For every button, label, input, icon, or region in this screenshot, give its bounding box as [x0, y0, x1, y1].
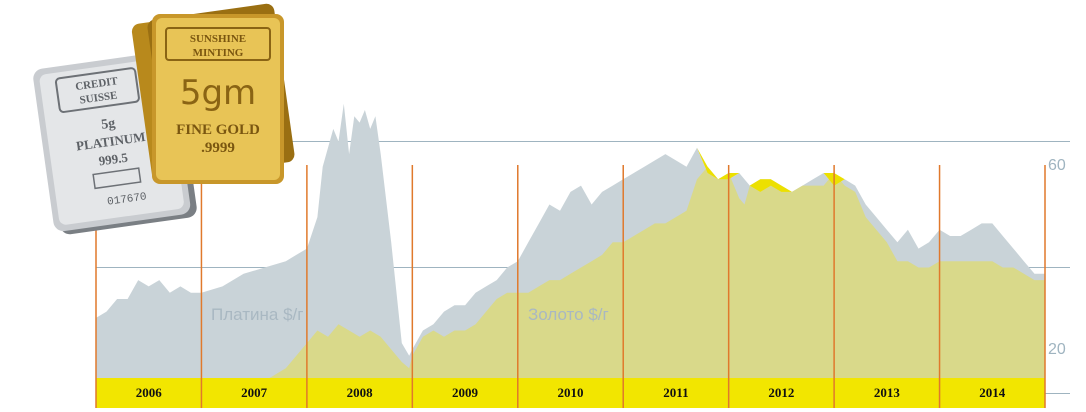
- year-label: 2006: [136, 385, 163, 400]
- platinum-brand-line1: CREDIT: [75, 75, 120, 93]
- year-dividers: [95, 165, 1046, 408]
- gold-fineness: .9999: [201, 140, 235, 156]
- year-label: 2010: [558, 385, 584, 400]
- year-band: [96, 378, 1045, 408]
- year-axis-bar: 2006 2007 2008 2009 2010 2011 2012 2013 2014: [96, 378, 1045, 408]
- y-tick-label: 20: [1048, 341, 1066, 358]
- year-label: 2008: [347, 385, 374, 400]
- platinum-weight: 5g: [100, 116, 116, 133]
- platinum-fineness: 999.5: [98, 150, 130, 169]
- gold-brand-line2: MINTING: [193, 47, 244, 59]
- series-label-platinum: Платина $/г: [211, 305, 303, 324]
- y-tick-label: 60: [1048, 157, 1066, 174]
- platinum-serial: 017670: [107, 191, 148, 208]
- platinum-brand-line2: SUISSE: [79, 89, 118, 106]
- year-label: 2014: [979, 385, 1006, 400]
- year-label: 2009: [452, 385, 479, 400]
- gold-weight: 5gm: [180, 73, 256, 113]
- series-areas: [96, 103, 1045, 400]
- gold-metal: FINE GOLD: [176, 122, 260, 138]
- series-label-gold: Золото $/г: [528, 305, 609, 324]
- gold-bar-front: SUNSHINE MINTING 5gm FINE GOLD .9999: [152, 14, 284, 184]
- gold-area: [96, 166, 1045, 400]
- year-label: 2007: [241, 385, 268, 400]
- gold-above-platinum-area: [697, 147, 845, 192]
- year-label: 2012: [768, 385, 794, 400]
- year-label: 2013: [874, 385, 901, 400]
- gold-brand-line1: SUNSHINE: [190, 33, 246, 45]
- year-label: 2011: [663, 385, 688, 400]
